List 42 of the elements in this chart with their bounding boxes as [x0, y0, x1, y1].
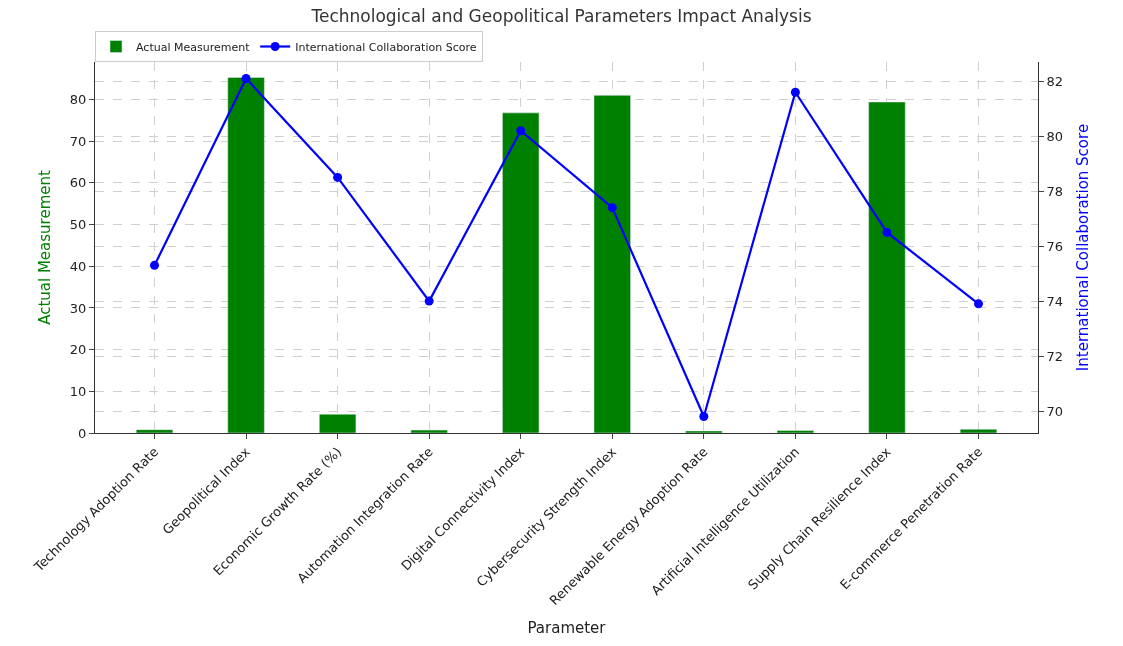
y2-tick-label: 74	[1046, 293, 1064, 309]
x-axis-title: Parameter	[527, 619, 607, 638]
chart-title: Technological and Geopolitical Parameters Impact Analysis	[310, 5, 812, 26]
y-tick-label: 30	[69, 300, 87, 316]
y2-tick-label: 80	[1046, 128, 1064, 144]
bar	[685, 430, 723, 433]
y2-tick-label: 76	[1046, 238, 1064, 254]
y-axis-title: Actual Measurement	[36, 170, 55, 325]
y2-tick-label: 70	[1046, 403, 1064, 419]
y-tick-label: 60	[69, 175, 87, 191]
bar	[593, 95, 631, 433]
y-tick-label: 70	[69, 133, 87, 149]
point	[699, 412, 709, 422]
y2-axis-title: International Collaboration Score	[1074, 123, 1093, 372]
y2-tick-label: 72	[1046, 348, 1064, 364]
point	[333, 172, 343, 182]
y-tick-label: 10	[69, 383, 87, 399]
point	[973, 299, 983, 309]
y-tick-label: 40	[69, 258, 87, 274]
point	[516, 126, 526, 136]
point	[790, 87, 800, 97]
bar	[410, 429, 448, 433]
y-tick-label: 20	[69, 342, 87, 358]
bar	[502, 112, 540, 433]
bar	[868, 101, 906, 433]
y-tick-label: 0	[78, 425, 87, 441]
point	[607, 203, 617, 213]
y-tick-label: 80	[69, 92, 87, 108]
legend-label: International Collaboration Score	[295, 40, 477, 54]
y2-tick-label: 78	[1046, 183, 1064, 199]
bar	[135, 429, 174, 433]
point	[424, 296, 434, 306]
bar	[959, 429, 998, 433]
point	[150, 260, 160, 270]
y-tick-label: 50	[69, 217, 87, 233]
point	[241, 73, 251, 83]
legend-label: Actual Measurement	[136, 40, 251, 54]
y2-tick-label: 82	[1046, 73, 1064, 89]
bar	[319, 413, 357, 433]
bar	[776, 430, 814, 433]
point	[882, 227, 892, 237]
bar	[227, 77, 265, 433]
